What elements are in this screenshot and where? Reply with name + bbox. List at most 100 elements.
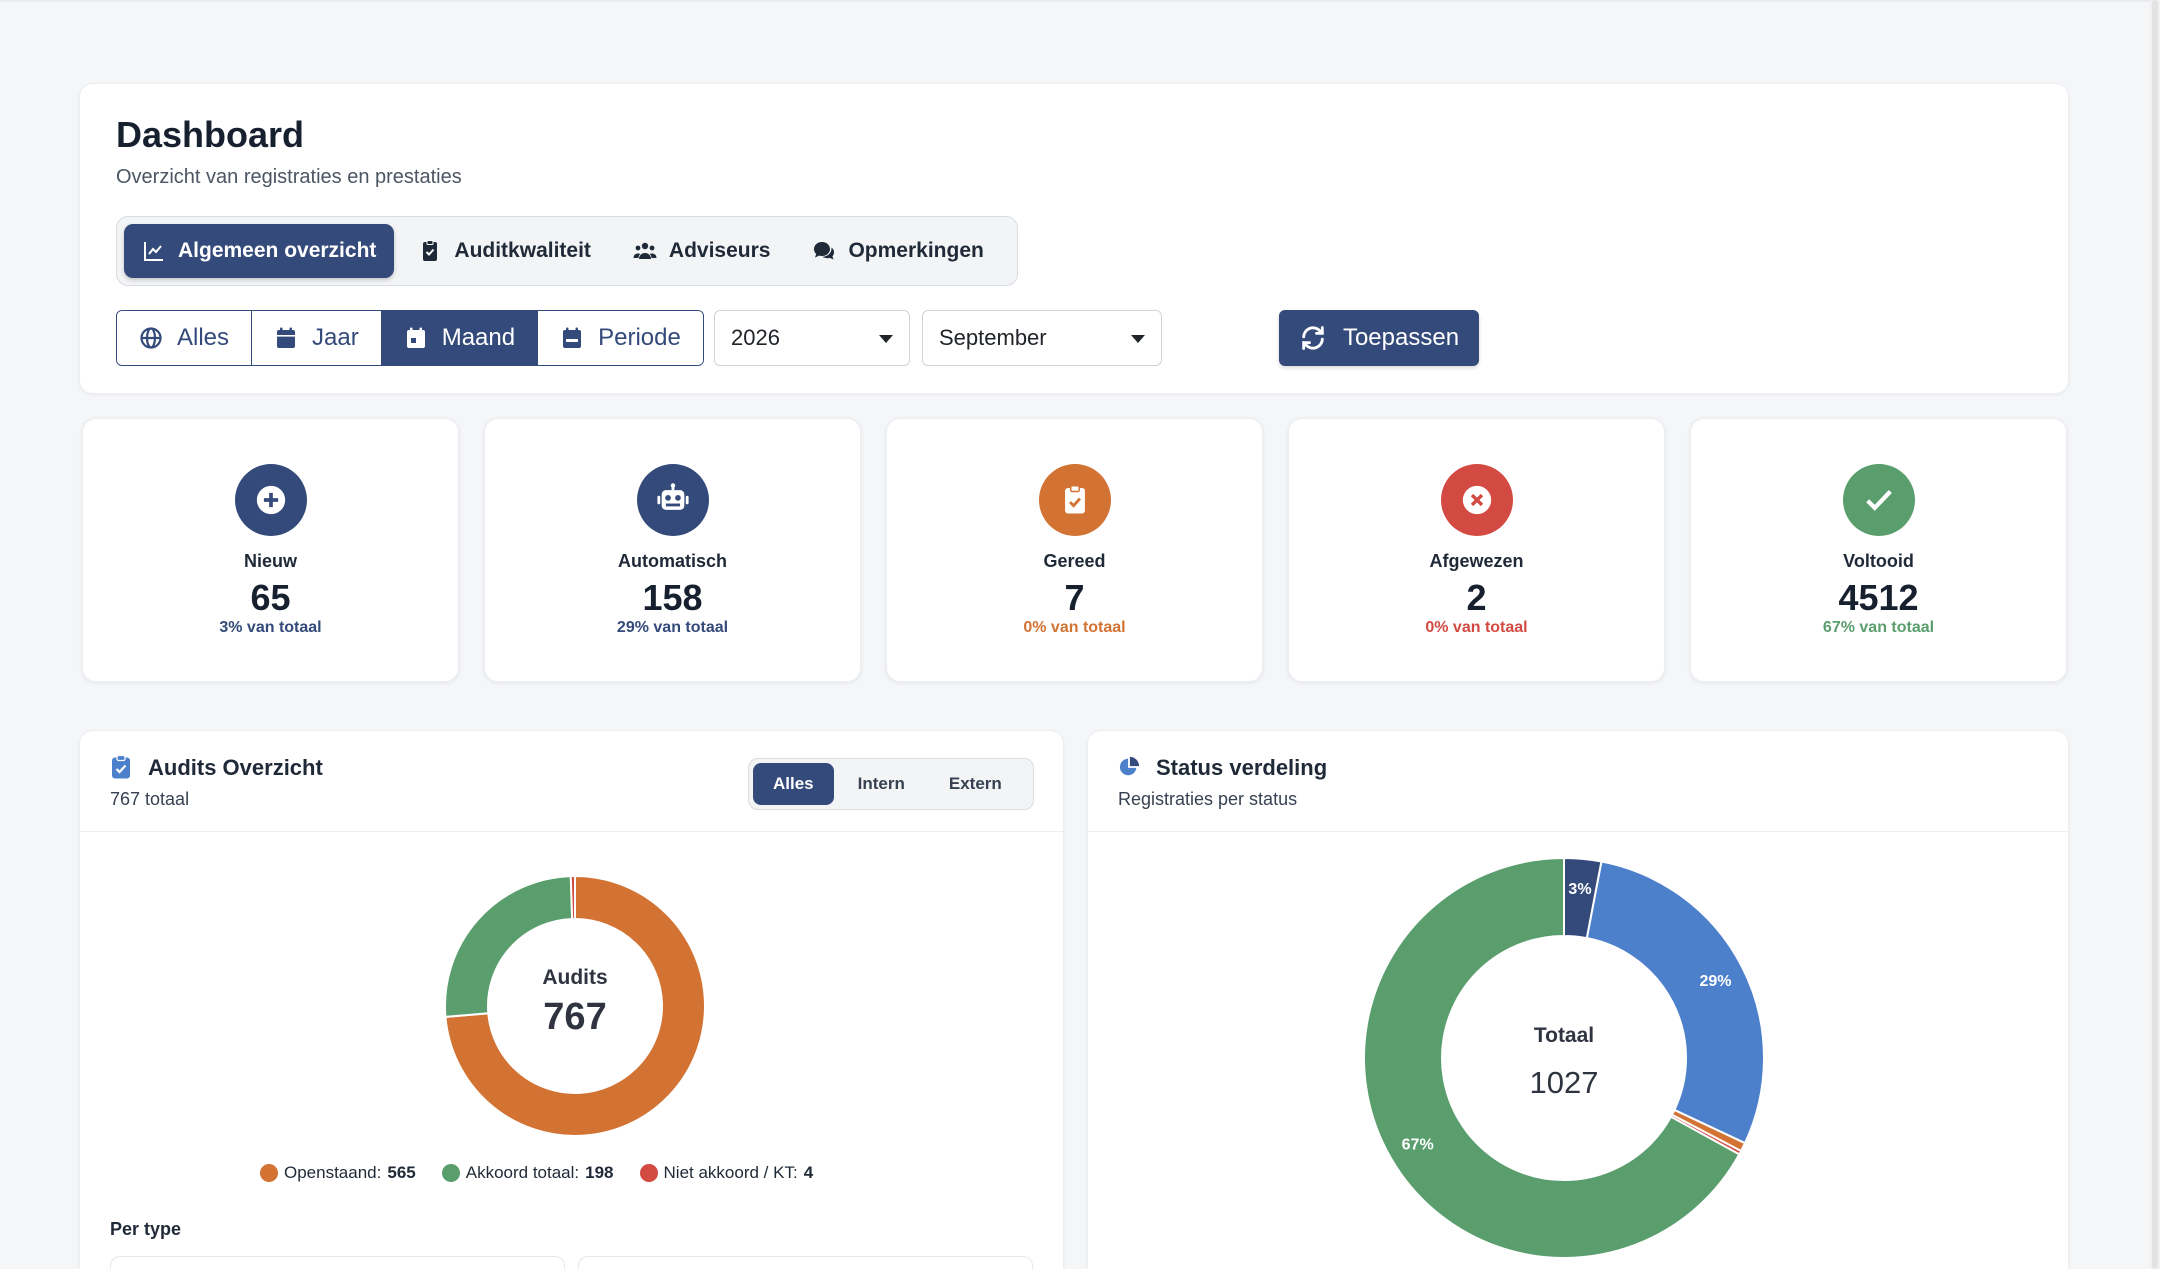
per-type-box (110, 1256, 565, 1269)
stat-label: Gereed (1043, 551, 1106, 571)
audits-legend: Openstaand: 565 Akkoord totaal: 198 Niet… (260, 1163, 813, 1183)
legend-item-akkoord[interactable]: Akkoord totaal: 198 (441, 1163, 614, 1183)
tab-label: Adviseurs (668, 239, 771, 262)
donut-slice-voltooid[interactable] (1364, 858, 1741, 1258)
legend-item-niet-akkoord[interactable]: Niet akkoord / KT: 4 (639, 1163, 814, 1183)
stat-icon-circle (1441, 464, 1513, 536)
status-title: Status verdeling (1156, 755, 1328, 780)
donut-slice-label: 3% (1568, 881, 1591, 898)
status-donut-chart: 3% 29% 67% Totaal 1027 (1364, 858, 1764, 1258)
stat-icon-circle (235, 464, 307, 536)
tab-auditkwaliteit[interactable]: Auditkwaliteit (400, 224, 609, 278)
audits-center-value: 767 (543, 996, 606, 1038)
plus-circle-icon (256, 485, 286, 515)
refresh-icon (1302, 326, 1324, 350)
tab-algemeen-overzicht[interactable]: Algemeen overzicht (124, 224, 395, 278)
top-border (0, 0, 2160, 2)
scrollbar[interactable] (2150, 0, 2160, 1269)
period-label: Jaar (312, 324, 359, 351)
stat-icon-circle (1843, 464, 1915, 536)
donut-slice-automatisch[interactable] (1585, 860, 1764, 1145)
audits-subtitle: 767 totaal (110, 789, 190, 809)
stat-card-nieuw: Nieuw 65 3% van totaal (82, 418, 459, 682)
stat-label: Voltooid (1843, 551, 1914, 571)
x-circle-icon (1462, 485, 1492, 515)
legend-label: Openstaand: (284, 1163, 382, 1182)
robot-icon (657, 483, 689, 510)
month-select-value: September (939, 325, 1047, 350)
chart-line-icon (144, 242, 163, 261)
stat-card-voltooid: Voltooid 4512 67% van totaal (1690, 418, 2067, 682)
year-select[interactable]: 2026 (714, 310, 910, 366)
stat-card-afgewezen: Afgewezen 2 0% van totaal (1288, 418, 1665, 682)
tab-label: Opmerkingen (848, 239, 984, 262)
stat-value: 4512 (1838, 577, 1919, 618)
year-select-value: 2026 (731, 325, 780, 350)
pie-chart-icon (1119, 756, 1140, 776)
stat-label: Automatisch (617, 551, 727, 571)
period-selector: Alles Jaar Maand Periode (116, 310, 704, 366)
legend-item-openstaand[interactable]: Openstaand: 565 (260, 1163, 416, 1183)
period-periode[interactable]: Periode (538, 311, 703, 365)
tab-opmerkingen[interactable]: Opmerkingen (794, 224, 1001, 278)
audits-title: Audits Overzicht (148, 755, 323, 780)
period-jaar[interactable]: Jaar (252, 311, 382, 365)
stat-icon-circle (1039, 464, 1111, 536)
apply-button[interactable]: Toepassen (1279, 310, 1479, 366)
period-maand[interactable]: Maand (381, 311, 539, 365)
dashboard-tabs: Algemeen overzicht Auditkwaliteit Advise… (116, 216, 1018, 286)
tab-adviseurs[interactable]: Adviseurs (615, 224, 789, 278)
stat-percentage: 29% van totaal (616, 619, 729, 636)
globe-icon (140, 327, 162, 349)
stat-percentage: 67% van totaal (1822, 619, 1935, 636)
clipboard-check-icon (423, 240, 438, 261)
status-center-value: 1027 (1530, 1065, 1599, 1100)
scrollbar-thumb[interactable] (2152, 0, 2158, 1269)
donut-slice-niet-akkoord-kt[interactable] (569, 874, 576, 921)
legend-value: 198 (585, 1163, 614, 1182)
tab-label: Auditkwaliteit (454, 239, 591, 262)
period-label: Alles (177, 324, 230, 351)
caret-down-icon (879, 335, 893, 343)
legend-label: Niet akkoord / KT: (663, 1163, 798, 1182)
caret-down-icon (1131, 335, 1145, 343)
audits-filter-tabs: Alles Intern Extern (748, 758, 1034, 810)
donut-slice-label: 29% (1699, 973, 1731, 990)
stat-value: 65 (250, 577, 291, 618)
comments-icon (814, 242, 835, 260)
clipboard-check-icon (1065, 485, 1085, 514)
audits-center-label: Audits (542, 966, 607, 989)
clipboard-check-icon (112, 755, 130, 779)
per-type-heading: Per type (110, 1219, 182, 1239)
filter-tab-alles[interactable]: Alles (753, 763, 834, 805)
apply-button-label: Toepassen (1342, 324, 1460, 351)
stat-value: 158 (642, 577, 703, 618)
tab-label: Algemeen overzicht (178, 239, 377, 262)
calendar-range-icon (563, 327, 582, 348)
header-card: Dashboard Overzicht van registraties en … (79, 83, 2069, 394)
per-type-box (578, 1256, 1033, 1269)
audits-donut-chart: Audits 767 (444, 874, 706, 1137)
stat-label: Nieuw (243, 551, 297, 571)
status-center-label: Totaal (1534, 1024, 1594, 1047)
period-alles[interactable]: Alles (117, 311, 253, 365)
donut-slice-openstaand[interactable] (444, 874, 706, 1137)
stat-card-automatisch: Automatisch 158 29% van totaal (484, 418, 861, 682)
legend-label: Akkoord totaal: (465, 1163, 580, 1182)
audits-overview-card: Audits Overzicht 767 totaal Alles Intern… (79, 730, 1064, 1269)
legend-dot (639, 1164, 658, 1182)
filter-tab-intern[interactable]: Intern (857, 774, 905, 793)
legend-value: 4 (803, 1163, 814, 1182)
calendar-icon (277, 327, 296, 348)
donut-slice-label: 67% (1402, 1137, 1434, 1154)
stat-label: Afgewezen (1429, 551, 1524, 571)
stat-icon-circle (637, 464, 709, 536)
legend-dot (441, 1164, 460, 1182)
check-icon (1866, 490, 1892, 511)
filter-tab-extern[interactable]: Extern (948, 774, 1002, 793)
month-select[interactable]: September (922, 310, 1162, 366)
calendar-day-icon (406, 327, 425, 348)
status-distribution-card: Status verdeling Registraties per status… (1087, 730, 2069, 1269)
stat-percentage: 0% van totaal (1425, 619, 1528, 636)
stat-percentage: 0% van totaal (1023, 619, 1126, 636)
